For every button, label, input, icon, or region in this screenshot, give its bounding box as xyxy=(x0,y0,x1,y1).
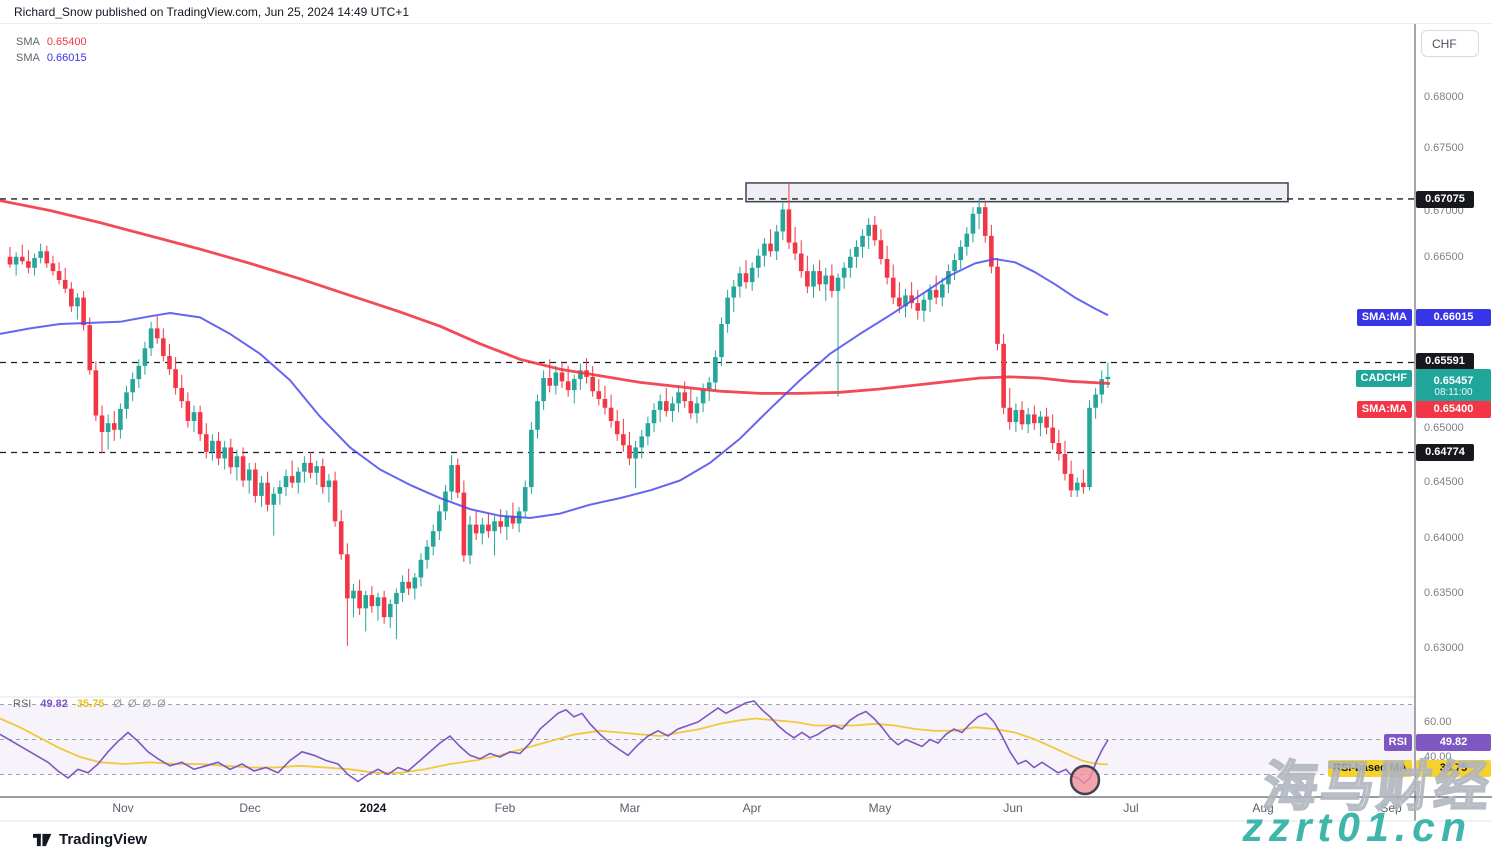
tradingview-brand-text: TradingView xyxy=(59,831,148,848)
rsi-hidden-icon[interactable]: Ø xyxy=(113,698,122,710)
sma-slow-line xyxy=(0,258,1109,519)
sma-axis-chip: SMA:MA xyxy=(1356,308,1412,326)
sma-fast-value: 0.65400 xyxy=(46,36,87,48)
time-axis-label: 2024 xyxy=(359,801,387,815)
time-axis-label: Nov xyxy=(112,801,134,815)
watermark-site: zzrt01.cn xyxy=(1242,804,1472,850)
time-axis-label: May xyxy=(868,801,892,815)
tradingview-attribution[interactable]: TradingView xyxy=(33,831,147,848)
price-axis-label: 0.65000 xyxy=(1424,422,1464,434)
price-level-axis-badge: 0.65591 xyxy=(1416,352,1474,370)
rsi-highlight-circle[interactable] xyxy=(1069,764,1101,796)
rsi-ma-line xyxy=(0,717,1109,774)
price-axis-label: 0.64000 xyxy=(1424,532,1464,544)
tradingview-logo-icon xyxy=(33,833,52,846)
time-axis-label: Dec xyxy=(239,801,261,815)
price-level-axis-badge: 0.67075 xyxy=(1416,190,1474,208)
rsi-hidden-icon[interactable]: Ø xyxy=(157,698,166,710)
time-axis-label: Apr xyxy=(742,801,762,815)
price-level-axis-badge: 0.64774 xyxy=(1416,443,1474,461)
rsi-axis-chip: RSI xyxy=(1383,733,1412,751)
candles xyxy=(7,182,1111,646)
time-axis-label: Jul xyxy=(1123,801,1139,815)
sma-axis-badge: 0.65400 xyxy=(1416,400,1491,418)
level-lines[interactable] xyxy=(0,198,1415,454)
currency-label: CHF xyxy=(1432,36,1457,51)
time-axis-label: Aug xyxy=(1252,801,1274,815)
price-axis-label: 0.68000 xyxy=(1424,91,1464,103)
price-axis-label: 0.67500 xyxy=(1424,142,1464,154)
rsi-line xyxy=(0,700,1109,785)
last-price-axis-badge: 0.65457 08:11:00 xyxy=(1416,369,1491,403)
time-axis-label: Sep xyxy=(1380,801,1402,815)
rsi-ma-axis-chip: RSI-based MA xyxy=(1328,759,1412,777)
sma-fast-label: SMA xyxy=(16,36,40,48)
sma-slow-label: SMA xyxy=(16,52,40,64)
sma-axis-chip: SMA:MA xyxy=(1356,400,1412,418)
time-axis-label: Feb xyxy=(494,801,516,815)
currency-toggle-button[interactable]: CHF xyxy=(1421,30,1479,57)
sma-slow-legend-row[interactable]: SMA 0.66015 xyxy=(16,50,87,66)
attribution-text: Richard_Snow published on TradingView.co… xyxy=(14,5,410,19)
rsi-hidden-icon[interactable]: Ø xyxy=(142,698,152,710)
price-axis-label: 0.63500 xyxy=(1424,587,1464,599)
price-axis-label: 0.64500 xyxy=(1424,476,1464,488)
sma-fast-line xyxy=(0,199,1111,395)
rsi-axis-label: 60.00 xyxy=(1424,716,1452,728)
rsi-axis-badge: 49.82 xyxy=(1416,733,1491,751)
rsi-label: RSI xyxy=(13,698,32,710)
price-axis-label: 0.63000 xyxy=(1424,642,1464,654)
sma-slow-value: 0.66015 xyxy=(46,52,87,64)
rsi-ma-value: 35.75 xyxy=(76,698,105,710)
rsi-value: 49.82 xyxy=(40,698,68,710)
last-price-axis-chip: CADCHF xyxy=(1355,369,1412,387)
attribution-header: Richard_Snow published on TradingView.co… xyxy=(0,0,1492,24)
rsi-hidden-icon[interactable]: Ø xyxy=(127,698,137,710)
sma-axis-badge: 0.66015 xyxy=(1416,308,1491,326)
time-axis-label: Mar xyxy=(619,801,641,815)
price-axis-label: 0.67000 xyxy=(1424,205,1464,217)
price-axis-label: 0.66500 xyxy=(1424,251,1464,263)
rsi-ma-axis-badge: 35.75 xyxy=(1416,759,1491,777)
sma-fast-legend-row[interactable]: SMA 0.65400 xyxy=(16,34,87,50)
indicator-legend: SMA 0.65400 SMA 0.66015 xyxy=(16,34,87,66)
supply-zone[interactable] xyxy=(745,182,1289,203)
time-axis-label: Jun xyxy=(1003,801,1023,815)
